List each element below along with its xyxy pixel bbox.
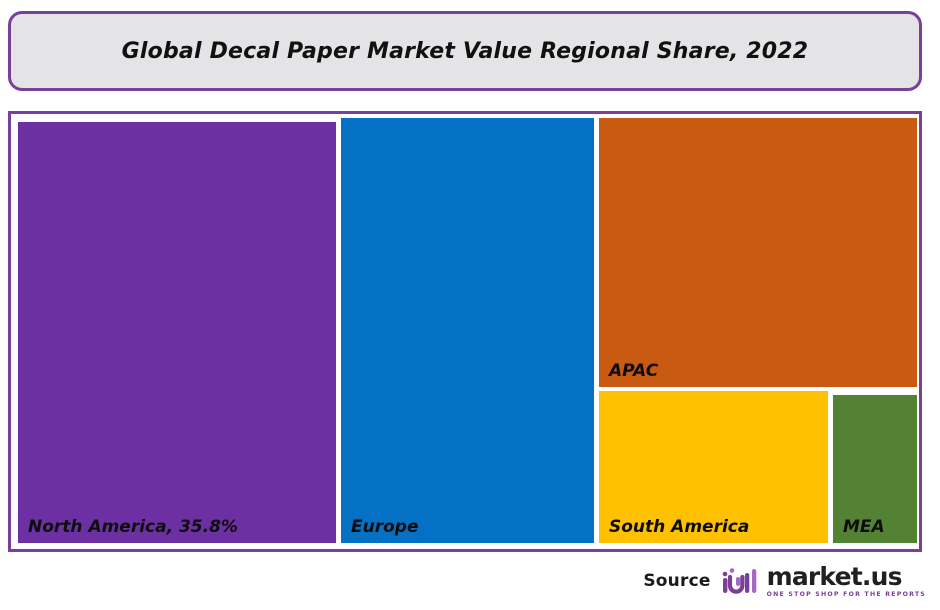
- chart-title-banner: Global Decal Paper Market Value Regional…: [8, 11, 922, 91]
- treemap-tile-europe[interactable]: Europe: [341, 118, 594, 543]
- treemap-tile-label-south-america: South America: [609, 517, 750, 537]
- market-us-logo[interactable]: market.us ONE STOP SHOP FOR THE REPORTS: [721, 564, 926, 598]
- logo-tagline: ONE STOP SHOP FOR THE REPORTS: [766, 590, 926, 598]
- logo-wordmark: market.us: [766, 561, 903, 591]
- treemap-tile-north-america[interactable]: North America, 35.8%: [18, 122, 336, 543]
- treemap-tile-label-apac: APAC: [609, 361, 659, 381]
- treemap-tile-label-north-america: North America, 35.8%: [28, 517, 238, 537]
- chart-frame: North America, 35.8% Europe APAC South A…: [8, 111, 922, 552]
- market-us-logo-icon: [722, 568, 756, 594]
- treemap-chart: North America, 35.8% Europe APAC South A…: [11, 114, 919, 549]
- page-title: Global Decal Paper Market Value Regional…: [121, 38, 809, 64]
- treemap-tile-label-europe: Europe: [351, 517, 419, 537]
- treemap-tile-apac[interactable]: APAC: [599, 118, 917, 387]
- source-label: Source: [643, 571, 711, 591]
- logo-text: market.us ONE STOP SHOP FOR THE REPORTS: [767, 564, 926, 598]
- treemap-tile-mea[interactable]: MEA: [833, 395, 917, 543]
- treemap-tile-south-america[interactable]: South America: [599, 391, 828, 543]
- treemap-tile-label-mea: MEA: [843, 517, 885, 537]
- source-attribution: Source market.us ONE STOP SHOP FOR THE R…: [643, 558, 926, 604]
